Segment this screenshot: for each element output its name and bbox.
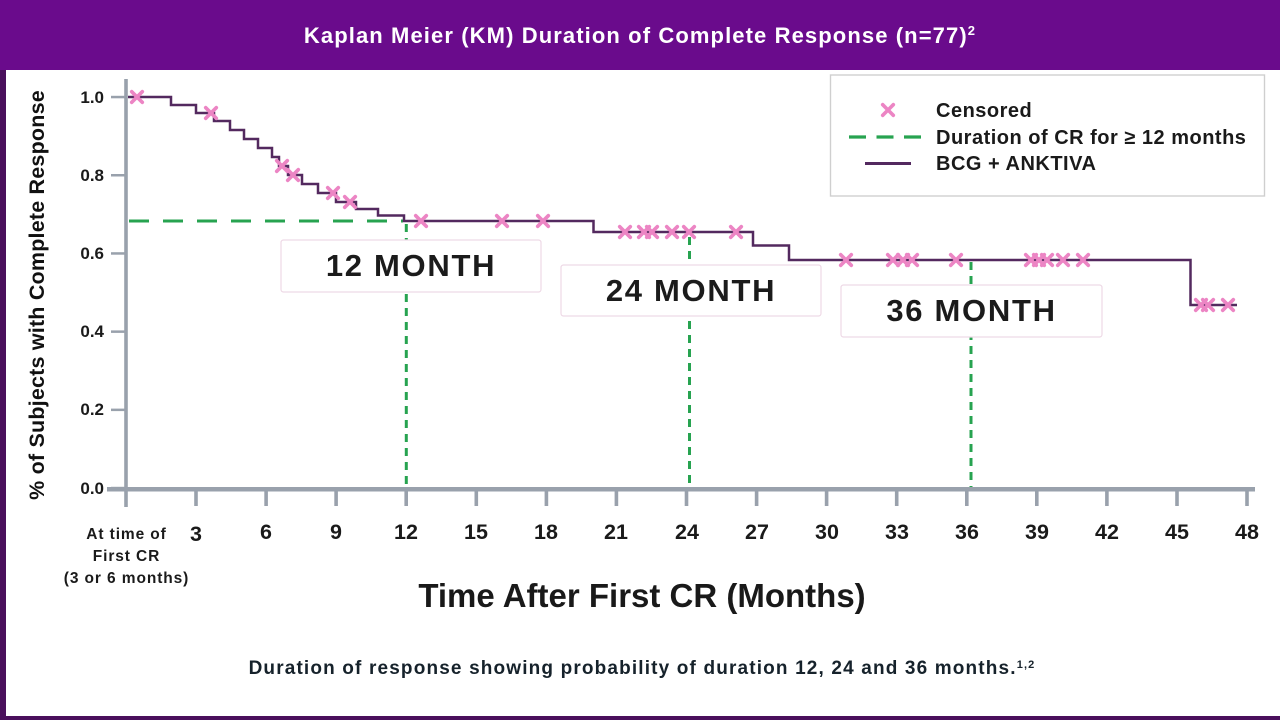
svg-text:39: 39 xyxy=(1025,520,1049,544)
svg-text:Censored: Censored xyxy=(936,100,1032,122)
svg-text:Duration of response showing p: Duration of response showing probability… xyxy=(249,658,1036,679)
svg-text:1.0: 1.0 xyxy=(80,88,104,107)
svg-text:At time of: At time of xyxy=(86,526,166,543)
svg-text:0.4: 0.4 xyxy=(80,322,104,341)
svg-text:12: 12 xyxy=(394,520,418,544)
svg-text:% of Subjects with Complete Re: % of Subjects with Complete Response xyxy=(25,90,49,500)
svg-text:0.8: 0.8 xyxy=(80,166,104,185)
svg-text:21: 21 xyxy=(604,520,628,544)
svg-text:48: 48 xyxy=(1235,520,1259,544)
svg-text:Duration of CR for ≥ 12 months: Duration of CR for ≥ 12 months xyxy=(936,127,1246,149)
svg-text:18: 18 xyxy=(534,520,558,544)
svg-text:0.2: 0.2 xyxy=(80,400,104,419)
svg-text:6: 6 xyxy=(260,520,272,544)
svg-text:BCG + ANKTIVA: BCG + ANKTIVA xyxy=(936,153,1096,175)
svg-text:24 MONTH: 24 MONTH xyxy=(606,273,776,308)
svg-text:27: 27 xyxy=(745,520,769,544)
svg-text:9: 9 xyxy=(330,520,342,544)
svg-text:24: 24 xyxy=(675,520,699,544)
svg-text:3: 3 xyxy=(190,522,202,546)
svg-text:45: 45 xyxy=(1165,520,1189,544)
svg-text:12 MONTH: 12 MONTH xyxy=(326,248,496,283)
svg-text:15: 15 xyxy=(464,520,488,544)
svg-text:0.0: 0.0 xyxy=(80,479,104,498)
svg-text:First CR: First CR xyxy=(93,548,160,565)
svg-text:0.6: 0.6 xyxy=(80,244,104,263)
svg-text:33: 33 xyxy=(885,520,909,544)
svg-text:(3 or 6 months): (3 or 6 months) xyxy=(64,570,189,587)
svg-text:36 MONTH: 36 MONTH xyxy=(886,293,1056,328)
svg-text:42: 42 xyxy=(1095,520,1119,544)
svg-text:Time After First CR (Months): Time After First CR (Months) xyxy=(418,577,865,614)
svg-text:Kaplan Meier (KM) Duration of: Kaplan Meier (KM) Duration of Complete R… xyxy=(304,23,976,48)
svg-text:36: 36 xyxy=(955,520,979,544)
svg-text:30: 30 xyxy=(815,520,839,544)
